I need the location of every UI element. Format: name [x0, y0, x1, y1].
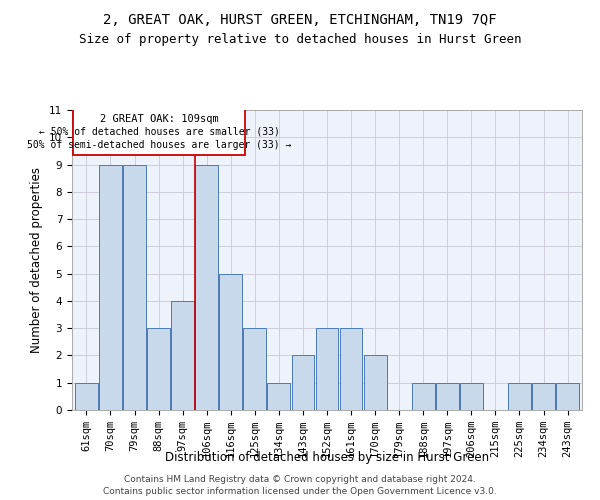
Bar [268, 382, 290, 410]
Bar [412, 382, 434, 410]
Text: Distribution of detached houses by size in Hurst Green: Distribution of detached houses by size … [165, 451, 489, 464]
Y-axis label: Number of detached properties: Number of detached properties [31, 167, 43, 353]
Bar [123, 164, 146, 410]
Bar [436, 382, 459, 410]
Text: ← 50% of detached houses are smaller (33): ← 50% of detached houses are smaller (33… [39, 127, 280, 137]
Bar [195, 164, 218, 410]
Bar [99, 164, 122, 410]
Text: Contains HM Land Registry data © Crown copyright and database right 2024.: Contains HM Land Registry data © Crown c… [124, 474, 476, 484]
Text: Size of property relative to detached houses in Hurst Green: Size of property relative to detached ho… [79, 32, 521, 46]
Text: 2, GREAT OAK, HURST GREEN, ETCHINGHAM, TN19 7QF: 2, GREAT OAK, HURST GREEN, ETCHINGHAM, T… [103, 12, 497, 26]
Text: 50% of semi-detached houses are larger (33) →: 50% of semi-detached houses are larger (… [27, 140, 292, 150]
Bar [171, 301, 194, 410]
Bar [244, 328, 266, 410]
FancyBboxPatch shape [73, 108, 245, 155]
Bar [147, 328, 170, 410]
Bar [75, 382, 98, 410]
Bar [532, 382, 555, 410]
Bar [556, 382, 579, 410]
Bar [508, 382, 531, 410]
Bar [340, 328, 362, 410]
Text: Contains public sector information licensed under the Open Government Licence v3: Contains public sector information licen… [103, 486, 497, 496]
Text: 2 GREAT OAK: 109sqm: 2 GREAT OAK: 109sqm [100, 114, 218, 124]
Bar [220, 274, 242, 410]
Bar [364, 356, 386, 410]
Bar [460, 382, 483, 410]
Bar [316, 328, 338, 410]
Bar [292, 356, 314, 410]
